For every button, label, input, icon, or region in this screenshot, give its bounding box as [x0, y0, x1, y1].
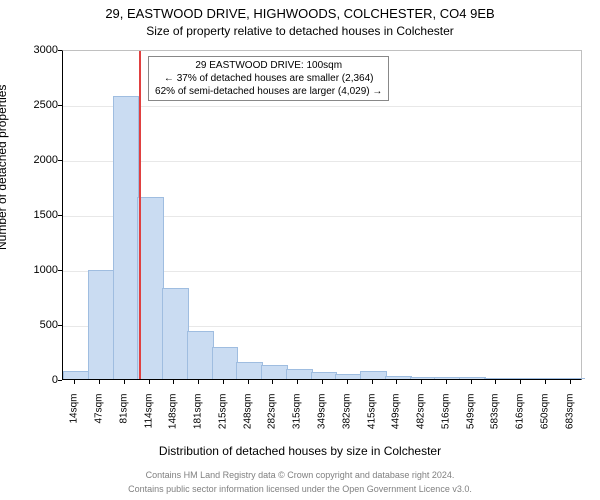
- x-tick-label: 282sqm: [267, 394, 278, 444]
- x-tick-mark: [372, 380, 373, 384]
- x-tick-label: 148sqm: [168, 394, 179, 444]
- bar: [311, 372, 338, 379]
- x-tick-mark: [347, 380, 348, 384]
- bar: [212, 347, 239, 379]
- x-tick-label: 14sqm: [69, 394, 80, 444]
- annotation-line-2: ← 37% of detached houses are smaller (2,…: [155, 72, 382, 85]
- x-tick-label: 215sqm: [217, 394, 228, 444]
- x-axis-label: Distribution of detached houses by size …: [0, 444, 600, 458]
- y-tick-label: 1500: [18, 209, 58, 221]
- x-tick-mark: [545, 380, 546, 384]
- annotation-line-3: 62% of semi-detached houses are larger (…: [155, 85, 382, 98]
- x-tick-label: 248sqm: [242, 394, 253, 444]
- x-tick-label: 683sqm: [564, 394, 575, 444]
- x-tick-mark: [99, 380, 100, 384]
- x-tick-mark: [198, 380, 199, 384]
- x-tick-mark: [322, 380, 323, 384]
- x-tick-label: 449sqm: [391, 394, 402, 444]
- annotation-box: 29 EASTWOOD DRIVE: 100sqm ← 37% of detac…: [148, 56, 389, 101]
- annotation-line-1: 29 EASTWOOD DRIVE: 100sqm: [155, 59, 382, 72]
- bar: [63, 371, 90, 379]
- x-tick-mark: [471, 380, 472, 384]
- x-tick-label: 482sqm: [416, 394, 427, 444]
- x-tick-mark: [272, 380, 273, 384]
- y-tick-label: 3000: [18, 44, 58, 56]
- x-tick-label: 583sqm: [490, 394, 501, 444]
- x-tick-mark: [396, 380, 397, 384]
- y-tick-mark: [58, 160, 62, 161]
- marker-line: [139, 51, 141, 379]
- x-tick-mark: [223, 380, 224, 384]
- chart-subtitle: Size of property relative to detached ho…: [0, 24, 600, 38]
- bar: [434, 377, 461, 379]
- chart-container: 29, EASTWOOD DRIVE, HIGHWOODS, COLCHESTE…: [0, 0, 600, 500]
- bar: [558, 378, 585, 379]
- y-tick-mark: [58, 270, 62, 271]
- x-tick-label: 114sqm: [143, 394, 154, 444]
- x-tick-label: 382sqm: [341, 394, 352, 444]
- bar: [533, 378, 560, 379]
- x-tick-mark: [248, 380, 249, 384]
- x-tick-label: 315sqm: [292, 394, 303, 444]
- x-tick-mark: [495, 380, 496, 384]
- y-tick-mark: [58, 380, 62, 381]
- y-tick-label: 2000: [18, 154, 58, 166]
- x-tick-mark: [124, 380, 125, 384]
- x-tick-mark: [173, 380, 174, 384]
- bar: [385, 376, 412, 379]
- x-tick-label: 81sqm: [118, 394, 129, 444]
- bar: [360, 371, 387, 379]
- y-tick-mark: [58, 105, 62, 106]
- x-tick-label: 415sqm: [366, 394, 377, 444]
- x-tick-mark: [446, 380, 447, 384]
- bar: [137, 197, 164, 380]
- x-tick-label: 181sqm: [193, 394, 204, 444]
- bar: [286, 369, 313, 379]
- x-tick-label: 516sqm: [440, 394, 451, 444]
- y-tick-label: 2500: [18, 99, 58, 111]
- y-axis-label: Number of detached properties: [0, 85, 9, 250]
- x-tick-mark: [520, 380, 521, 384]
- x-tick-mark: [74, 380, 75, 384]
- bar: [410, 377, 437, 379]
- footer-line-1: Contains HM Land Registry data © Crown c…: [0, 470, 600, 480]
- bar: [113, 96, 140, 379]
- y-tick-label: 500: [18, 319, 58, 331]
- bar: [484, 378, 511, 379]
- x-tick-label: 349sqm: [317, 394, 328, 444]
- y-tick-mark: [58, 50, 62, 51]
- x-tick-label: 616sqm: [515, 394, 526, 444]
- bar: [335, 374, 362, 379]
- bar: [236, 362, 263, 380]
- bar: [459, 377, 486, 379]
- x-tick-label: 47sqm: [94, 394, 105, 444]
- x-tick-mark: [570, 380, 571, 384]
- x-tick-mark: [421, 380, 422, 384]
- x-tick-label: 549sqm: [465, 394, 476, 444]
- x-tick-mark: [297, 380, 298, 384]
- bar: [187, 331, 214, 379]
- footer-line-2: Contains public sector information licen…: [0, 484, 600, 494]
- y-tick-mark: [58, 325, 62, 326]
- x-tick-mark: [149, 380, 150, 384]
- bar: [162, 288, 189, 379]
- bar: [261, 365, 288, 379]
- chart-title: 29, EASTWOOD DRIVE, HIGHWOODS, COLCHESTE…: [0, 6, 600, 21]
- y-tick-label: 0: [18, 374, 58, 386]
- bar: [509, 378, 536, 379]
- y-tick-mark: [58, 215, 62, 216]
- x-tick-label: 650sqm: [539, 394, 550, 444]
- y-tick-label: 1000: [18, 264, 58, 276]
- bar: [88, 270, 115, 379]
